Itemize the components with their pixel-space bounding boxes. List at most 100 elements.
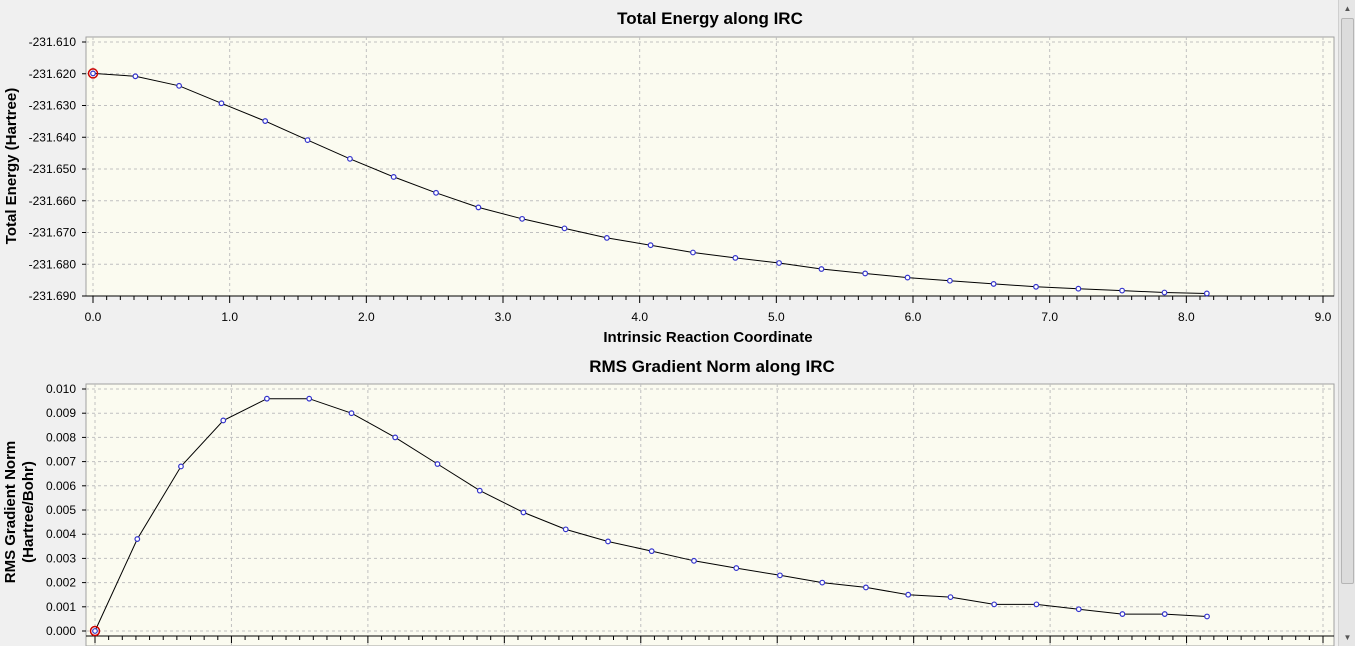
energy-data-point [262,118,269,124]
energy-x-ticks: 0.0 1.0 2.0 3.0 4.0 5.0 6.0 7.0 8.0 9.0 [85,295,1334,324]
energy-data-point [603,234,610,241]
energy-data-point [1161,289,1168,296]
energy-chart-title: Total Energy along IRC [617,9,803,28]
energy-y-tick-label: -231.660 [29,194,77,208]
energy-data-point [776,260,782,266]
energy-x-tick-label: 4.0 [631,310,648,324]
energy-data-point [475,204,482,211]
gradient-y-tick-label: 0.010 [46,382,76,396]
gradient-data-point [178,463,184,470]
energy-y-ticks: -231.610 -231.620 -231.630 -231.640 -231.650… [29,35,86,303]
gradient-y-tick-label: 0.007 [46,455,76,469]
energy-x-tick-label: 1.0 [221,310,238,324]
energy-data-point [690,249,696,256]
energy-data-point [1033,283,1039,290]
energy-data-point [304,137,311,144]
gradient-y-axis-label-line2: (Hartree/Bohr) [20,461,37,563]
energy-data-point [1075,285,1082,292]
energy-data-point [904,274,911,281]
energy-y-axis-label: Total Energy (Hartree) [3,88,20,244]
energy-data-point [519,215,526,222]
gradient-data-point [863,584,869,591]
gradient-data-point [562,526,569,533]
energy-data-point [90,70,96,77]
energy-y-tick-label: -231.670 [29,226,77,240]
gradient-plot-area [85,383,1335,646]
gradient-y-tick-label: 0.003 [46,551,76,565]
gradient-y-tick-label: 0.000 [46,624,76,638]
gradient-data-point [691,557,697,564]
energy-data-point [433,189,439,196]
gradient-y-ticks: 0.010 0.009 0.008 0.007 0.006 0.005 0.004 0.003… [46,382,86,638]
energy-x-tick-label: 6.0 [905,310,922,324]
gradient-data-point [1204,613,1210,620]
energy-y-tick-label: -231.650 [29,162,77,176]
energy-data-point [218,100,225,107]
gradient-y-tick-label: 0.004 [46,527,76,541]
energy-y-tick-label: -231.610 [29,35,77,49]
gradient-data-point [777,572,783,579]
energy-x-tick-label: 2.0 [358,310,375,324]
gradient-y-tick-label: 0.008 [46,430,76,444]
gradient-x-ticks [86,635,1334,643]
gradient-data-point [306,395,313,402]
gradient-y-tick-label: 0.009 [46,406,76,420]
energy-plot-area [85,36,1335,297]
gradient-data-point [991,601,998,608]
gradient-grid [86,384,1334,646]
scroll-thumb[interactable] [1341,18,1354,584]
gradient-data-point [1033,601,1040,608]
gradient-data-point [1161,611,1168,617]
energy-data-point [176,82,183,89]
energy-data-point [647,242,654,249]
gradient-data-point [220,417,227,424]
energy-x-tick-label: 5.0 [768,310,785,324]
energy-current-point-marker [87,68,99,79]
energy-data-point [390,174,397,180]
energy-x-tick-label: 0.0 [85,310,102,324]
vertical-scrollbar[interactable]: ▲ ▼ [1338,0,1355,646]
gradient-chart: RMS Gradient Norm along IRC 0.0100.0090.… [2,357,1335,646]
gradient-series-points [89,395,1210,637]
gradient-y-tick-label: 0.002 [46,576,76,590]
energy-data-point [347,155,353,162]
gradient-data-point [264,395,270,402]
gradient-y-tick-label: 0.001 [46,600,76,614]
energy-chart: Total Energy along IRC -231.610-231.620-… [3,9,1335,346]
energy-x-tick-label: 9.0 [1315,310,1332,324]
energy-x-tick-label: 3.0 [495,310,512,324]
scroll-up-arrow-icon[interactable]: ▲ [1343,4,1352,13]
energy-data-point [818,266,825,272]
gradient-data-point [134,536,141,542]
gradient-y-tick-label: 0.006 [46,479,76,493]
gradient-chart-title: RMS Gradient Norm along IRC [589,357,835,376]
energy-data-point [862,270,869,277]
gradient-data-point [733,565,740,571]
energy-y-tick-label: -231.640 [29,130,77,144]
scroll-down-arrow-icon[interactable]: ▼ [1343,633,1352,642]
gradient-data-point [348,410,355,417]
energy-x-tick-label: 7.0 [1041,310,1058,324]
energy-x-tick-label: 8.0 [1178,310,1195,324]
energy-x-axis-label: Intrinsic Reaction Coordinate [603,329,812,346]
energy-series-points [87,68,1210,297]
energy-data-point [1203,290,1210,297]
energy-y-tick-label: -231.690 [29,289,77,303]
energy-data-point [732,254,739,261]
energy-data-point [1119,287,1125,294]
energy-data-point [947,277,953,284]
gradient-y-tick-label: 0.005 [46,503,76,517]
gradient-data-point [605,538,611,545]
energy-data-point [990,281,997,287]
energy-y-tick-label: -231.630 [29,99,77,113]
gradient-current-point-marker [89,625,101,637]
gradient-data-point [1119,611,1126,617]
energy-data-point [561,225,568,232]
energy-y-tick-label: -231.620 [29,67,77,81]
gradient-data-point [648,548,655,555]
gradient-data-point [392,434,399,441]
gradient-data-point [476,487,483,494]
energy-y-tick-label: -231.680 [29,257,77,271]
gradient-data-point [905,591,912,598]
